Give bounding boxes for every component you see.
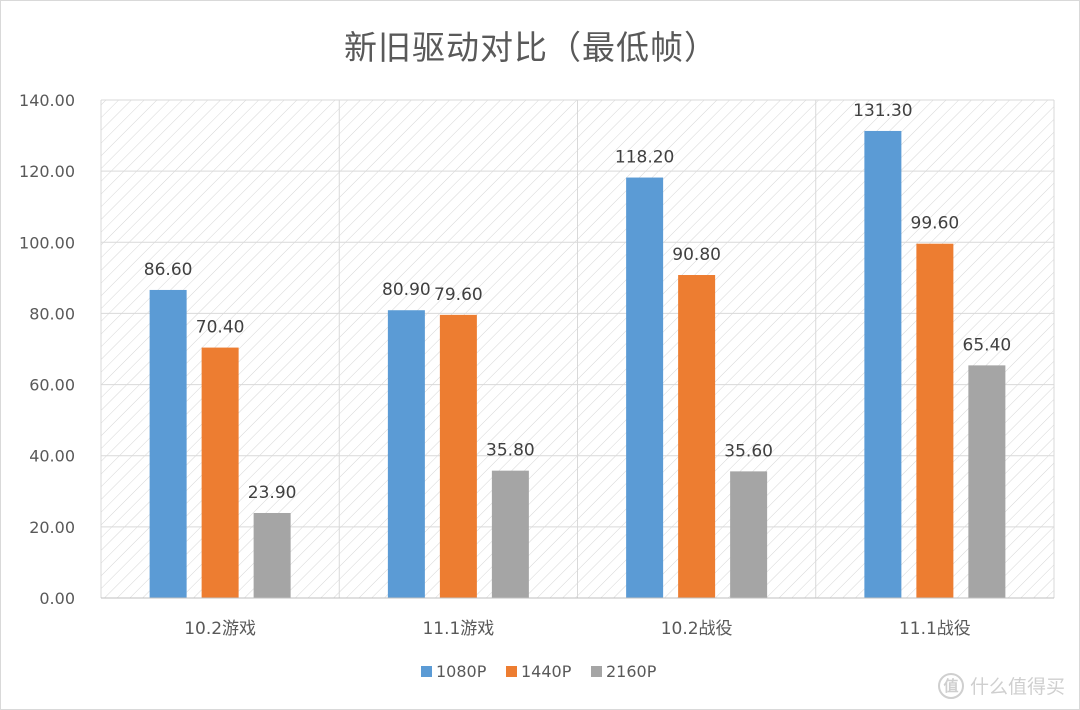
y-tick-label: 120.00 xyxy=(19,162,75,181)
data-label: 65.40 xyxy=(963,335,1012,355)
bar xyxy=(678,275,716,598)
data-label: 131.30 xyxy=(853,101,912,121)
data-label: 23.90 xyxy=(248,483,297,503)
y-tick-label: 40.00 xyxy=(29,447,75,466)
x-tick-label: 11.1战役 xyxy=(899,619,971,639)
bar xyxy=(968,365,1006,598)
x-tick-label: 10.2游戏 xyxy=(184,619,256,639)
data-label: 86.60 xyxy=(144,260,193,280)
data-label: 35.60 xyxy=(724,441,773,461)
x-tick-label: 10.2战役 xyxy=(661,619,733,639)
legend-swatch xyxy=(506,666,517,677)
data-label: 118.20 xyxy=(615,148,674,168)
watermark-text: 什么值得买 xyxy=(969,676,1065,698)
bar xyxy=(730,471,768,598)
watermark: 值 什么值得买 xyxy=(937,672,1065,699)
legend-label: 1440P xyxy=(521,662,572,681)
legend-swatch xyxy=(591,666,602,677)
watermark-logo-icon: 值 xyxy=(937,672,964,699)
y-tick-label: 140.00 xyxy=(19,91,75,110)
legend-swatch xyxy=(421,666,432,677)
data-label: 99.60 xyxy=(911,214,960,234)
data-label: 70.40 xyxy=(196,318,245,338)
data-label: 80.90 xyxy=(382,280,431,300)
x-tick-label: 11.1游戏 xyxy=(422,619,494,639)
y-tick-label: 80.00 xyxy=(29,304,75,323)
bar xyxy=(916,243,954,599)
bar xyxy=(491,470,529,598)
bar xyxy=(626,177,664,598)
y-tick-label: 60.00 xyxy=(29,376,75,395)
bar xyxy=(439,314,477,598)
legend-label: 1080P xyxy=(436,662,487,681)
data-label: 90.80 xyxy=(672,245,721,265)
bar xyxy=(149,289,187,598)
data-label: 79.60 xyxy=(434,285,483,305)
y-tick-label: 100.00 xyxy=(19,233,75,252)
y-tick-label: 0.00 xyxy=(39,589,75,608)
bar xyxy=(387,310,425,598)
legend-label: 2160P xyxy=(606,662,657,681)
chart-title: 新旧驱动对比（最低帧） xyxy=(344,28,718,67)
bar xyxy=(253,512,291,598)
bar xyxy=(864,130,902,598)
data-label: 35.80 xyxy=(486,441,535,461)
y-tick-label: 20.00 xyxy=(29,518,75,537)
bar xyxy=(201,347,239,598)
